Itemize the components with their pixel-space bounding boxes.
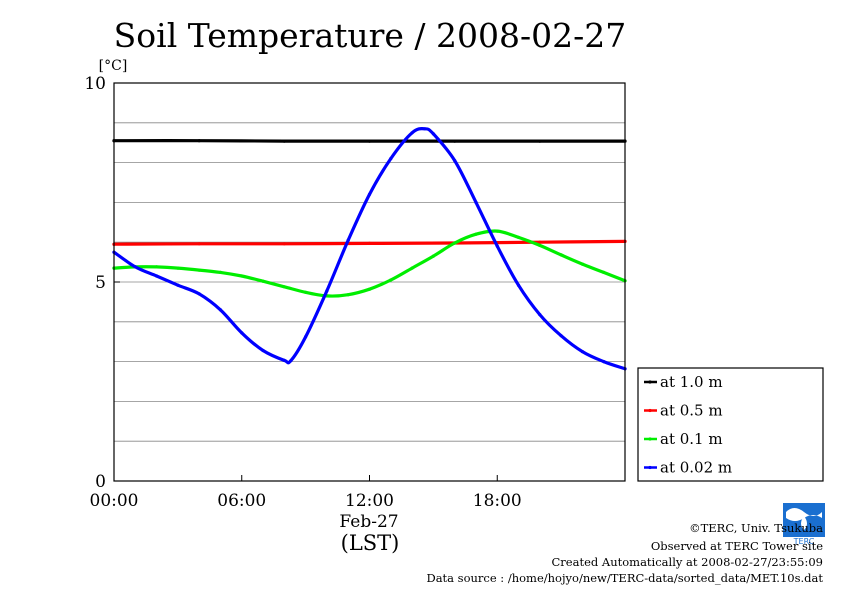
data-point xyxy=(218,308,223,312)
observed-text: Observed at TERC Tower site xyxy=(651,539,823,553)
logo-text: TERC xyxy=(793,537,815,546)
data-point xyxy=(218,270,223,274)
data-point xyxy=(453,139,457,143)
data-point xyxy=(389,278,393,282)
data-point xyxy=(197,242,201,246)
grid-lines xyxy=(114,122,625,442)
x-date-label: Feb-27 xyxy=(339,512,398,532)
data-point xyxy=(240,274,244,278)
logo-drop xyxy=(801,516,807,530)
data-point xyxy=(516,235,521,239)
data-point xyxy=(602,360,606,364)
data-point xyxy=(580,350,585,354)
data-point xyxy=(289,359,293,363)
data-point xyxy=(133,265,137,269)
x-tick-label: 18:00 xyxy=(473,491,522,511)
legend-marker xyxy=(648,408,652,413)
data-point xyxy=(516,283,521,287)
data-point xyxy=(431,132,435,136)
data-point xyxy=(346,238,350,242)
data-point xyxy=(176,266,180,270)
data-point xyxy=(261,348,265,353)
legend-item: at 0.02 m xyxy=(644,459,732,477)
data-point xyxy=(240,331,244,335)
y-unit-label: [°C] xyxy=(99,58,128,74)
data-point xyxy=(325,289,329,293)
data-point xyxy=(197,292,201,296)
legend-box xyxy=(637,367,824,482)
data-point xyxy=(367,139,372,143)
legend-label: at 0.1 m xyxy=(660,430,723,448)
legend: at 1.0 m at 0.5 m at 0.1 m at 0.02 m xyxy=(637,367,824,482)
data-point xyxy=(580,262,585,266)
legend-marker xyxy=(648,437,652,441)
legend-marker xyxy=(648,380,652,384)
legend-item: at 0.1 m xyxy=(644,430,723,448)
data-point xyxy=(261,279,265,283)
y-tick-label: 10 xyxy=(84,74,106,94)
data-point xyxy=(304,335,308,339)
data-point xyxy=(431,254,435,258)
legend-marker xyxy=(648,465,652,470)
created-text: Created Automatically at 2008-02-27/23:5… xyxy=(552,555,824,569)
legend-label: at 0.02 m xyxy=(660,459,732,477)
x-axis: 00:00 06:00 12:00 18:00 xyxy=(90,475,522,511)
data-point xyxy=(304,290,308,294)
data-point xyxy=(538,240,542,244)
data-point xyxy=(367,287,372,291)
data-point xyxy=(410,266,414,270)
legend-item: at 1.0 m xyxy=(644,373,723,391)
data-point xyxy=(410,131,414,135)
terc-logo: TERC xyxy=(783,503,825,546)
data-point xyxy=(538,243,542,247)
data-point xyxy=(453,159,457,163)
data-point xyxy=(474,200,478,204)
y-tick-label: 0 xyxy=(95,472,106,492)
data-point xyxy=(559,334,563,338)
data-point xyxy=(423,127,427,131)
data-point xyxy=(602,270,606,274)
data-point xyxy=(282,139,286,143)
x-timezone-label: (LST) xyxy=(341,531,400,555)
data-point xyxy=(389,157,393,161)
data-point xyxy=(538,313,542,317)
chart-title: Soil Temperature / 2008-02-27 xyxy=(114,16,627,55)
logo-wave xyxy=(786,508,822,521)
x-tick-label: 06:00 xyxy=(217,491,266,511)
series-lines xyxy=(112,127,627,371)
x-tick-label: 12:00 xyxy=(345,491,394,511)
data-point xyxy=(495,244,499,248)
legend-item: at 0.5 m xyxy=(644,402,723,420)
x-tick-label: 00:00 xyxy=(90,491,139,511)
data-point xyxy=(367,192,372,196)
data-point xyxy=(197,268,201,272)
data-point xyxy=(176,283,180,287)
copyright-text: ©TERC, Univ. Tsukuba xyxy=(689,521,823,535)
y-tick-label: 5 xyxy=(95,273,106,293)
legend-label: at 0.5 m xyxy=(660,402,723,420)
data-point xyxy=(559,253,563,257)
source-text: Data source : /home/hojyo/new/TERC-data/… xyxy=(426,571,823,585)
data-point xyxy=(282,358,286,362)
data-point xyxy=(367,241,372,245)
y-axis: 0 5 10 xyxy=(84,74,120,492)
legend-label: at 1.0 m xyxy=(660,373,723,391)
data-point xyxy=(197,139,201,143)
data-point xyxy=(155,274,159,278)
data-point xyxy=(453,241,457,245)
data-point xyxy=(495,229,499,233)
data-point xyxy=(155,265,159,269)
data-point xyxy=(346,293,350,297)
data-point xyxy=(282,242,286,246)
data-point xyxy=(474,232,478,236)
data-point xyxy=(538,139,542,143)
data-point xyxy=(282,285,286,289)
